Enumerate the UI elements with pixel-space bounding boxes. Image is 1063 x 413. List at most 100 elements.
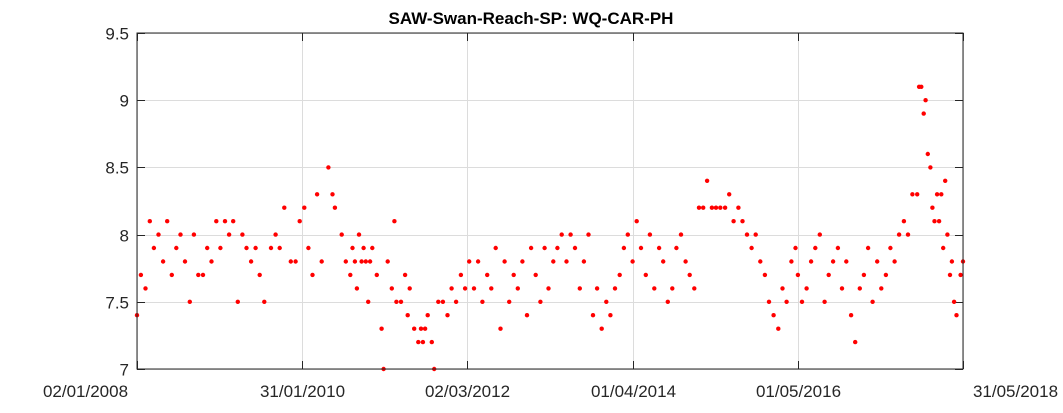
data-point xyxy=(799,299,805,304)
data-point xyxy=(515,286,520,291)
data-point xyxy=(359,259,364,264)
data-point xyxy=(268,245,274,251)
data-point xyxy=(310,272,315,278)
data-points xyxy=(134,84,966,372)
data-point xyxy=(507,299,512,304)
data-point xyxy=(822,299,827,304)
data-point xyxy=(436,299,441,304)
data-point xyxy=(402,272,408,278)
data-point xyxy=(282,205,287,210)
data-point xyxy=(422,326,428,331)
data-point xyxy=(896,232,902,237)
chart-title: SAW-Swan-Reach-SP: WQ-CAR-PH xyxy=(389,9,674,28)
data-point xyxy=(804,286,809,291)
y-tick-label: 8.5 xyxy=(105,159,129,178)
data-point xyxy=(692,286,697,291)
data-point xyxy=(429,339,434,345)
data-point xyxy=(348,272,353,278)
data-point xyxy=(945,232,950,237)
data-point xyxy=(776,326,781,331)
data-point xyxy=(262,299,267,304)
data-point xyxy=(151,245,157,251)
data-point xyxy=(542,245,547,251)
data-point xyxy=(936,219,942,224)
data-point xyxy=(813,245,818,251)
data-point xyxy=(363,259,368,264)
data-point xyxy=(187,299,192,304)
y-tick-label: 9.5 xyxy=(105,25,129,44)
data-point xyxy=(674,245,679,251)
data-point xyxy=(652,286,657,291)
data-point xyxy=(848,313,854,318)
x-axis-tick-labels: 02/01/2008 31/01/2010 02/03/2012 01/04/2014… xyxy=(43,382,1058,401)
data-point xyxy=(736,205,741,210)
data-point xyxy=(665,299,670,304)
data-point xyxy=(253,245,258,251)
data-point xyxy=(722,205,728,210)
data-point xyxy=(713,205,719,210)
data-point xyxy=(528,245,534,251)
y-tick-label: 9 xyxy=(120,92,129,111)
gridlines xyxy=(137,33,964,370)
data-point xyxy=(511,272,516,278)
data-point xyxy=(418,326,424,331)
data-point xyxy=(370,245,375,251)
data-point xyxy=(709,205,715,210)
data-point xyxy=(205,245,210,251)
data-point xyxy=(954,313,959,318)
data-point xyxy=(416,339,421,345)
data-point xyxy=(218,245,223,251)
data-point xyxy=(930,205,935,210)
data-point xyxy=(143,286,148,291)
data-point xyxy=(367,259,373,264)
data-point xyxy=(638,245,644,251)
data-point xyxy=(701,205,706,210)
data-point xyxy=(604,299,609,304)
data-point xyxy=(498,326,503,331)
data-point xyxy=(590,313,596,318)
x-tick-label: 31/05/2018 xyxy=(973,382,1058,401)
data-point xyxy=(240,232,245,237)
data-point xyxy=(330,192,335,197)
data-point xyxy=(789,259,794,264)
data-point xyxy=(339,232,344,237)
data-point xyxy=(771,313,776,318)
data-point xyxy=(160,259,166,264)
data-point xyxy=(366,299,371,304)
data-point xyxy=(687,272,692,278)
data-point xyxy=(564,259,569,264)
data-point xyxy=(753,232,758,237)
data-point xyxy=(394,299,399,304)
y-tick-label: 8 xyxy=(120,227,129,246)
data-point xyxy=(222,219,228,224)
data-point xyxy=(740,219,745,224)
data-point xyxy=(493,245,498,251)
data-point xyxy=(182,259,188,264)
data-point xyxy=(235,299,240,304)
data-point xyxy=(559,232,564,237)
data-point xyxy=(905,232,911,237)
data-point xyxy=(445,313,450,318)
data-point xyxy=(844,259,849,264)
data-point xyxy=(780,286,785,291)
data-point xyxy=(319,259,324,264)
y-axis-tick-labels: 7 7.5 8 8.5 9 9.5 xyxy=(105,25,129,380)
data-point xyxy=(538,299,543,304)
data-point xyxy=(678,232,684,237)
data-point xyxy=(191,232,197,237)
data-point xyxy=(939,192,944,197)
data-point xyxy=(727,192,732,197)
y-tick-label: 7 xyxy=(120,361,129,380)
data-point xyxy=(374,272,379,278)
data-point xyxy=(670,286,675,291)
data-point xyxy=(458,272,464,278)
data-point xyxy=(795,272,801,278)
data-point xyxy=(910,192,915,197)
data-point xyxy=(165,219,170,224)
data-point xyxy=(273,232,278,237)
data-point xyxy=(625,232,630,237)
data-point xyxy=(293,259,298,264)
data-point xyxy=(581,259,587,264)
data-point xyxy=(214,219,219,224)
